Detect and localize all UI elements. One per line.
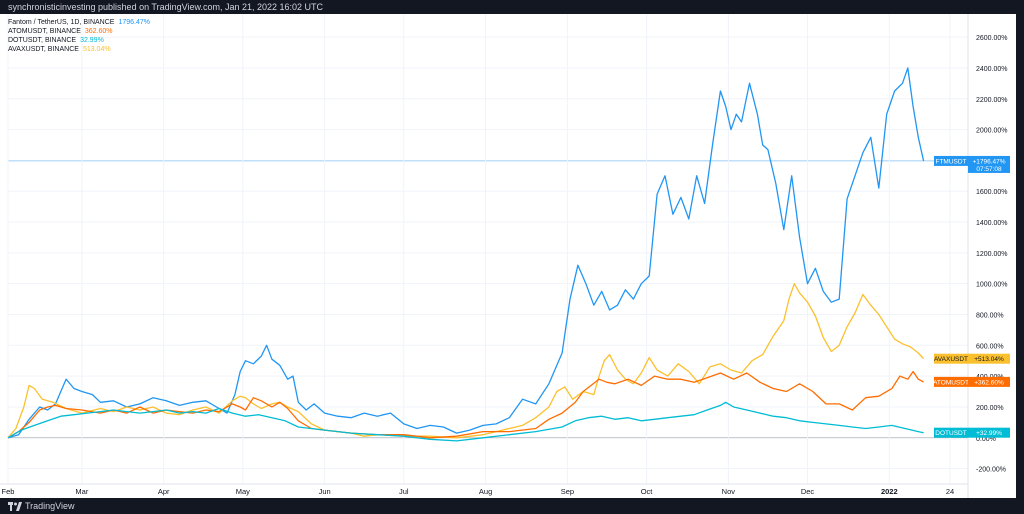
badge-symbol: ATOMUSDT	[933, 379, 969, 386]
x-tick-label: Dec	[801, 487, 815, 496]
price-badges: FTMUSDT +1796.47%07:57:08 AVAXUSDT +513.04%…	[933, 155, 1010, 438]
series-group	[7, 67, 925, 442]
legend-entry: DOTUSDT, BINANCE 32.99%	[8, 37, 104, 44]
x-tick-label: May	[236, 487, 250, 496]
legend: Fantom / TetherUS, 1D, BINANCE 1796.47% AT…	[8, 19, 150, 53]
badge-value: +32.99%	[976, 430, 1002, 437]
x-tick-label: Feb	[2, 487, 15, 496]
y-tick-label: 2000.00%	[976, 128, 1008, 135]
price-badge-atomusdt: ATOMUSDT +362.60%	[933, 376, 1010, 387]
badge-value: +362.60%	[974, 379, 1004, 386]
price-badge-dotusdt: DOTUSDT +32.99%	[934, 427, 1010, 438]
legend-entry: ATOMUSDT, BINANCE 362.60%	[8, 28, 113, 35]
badge-value-box	[968, 353, 1010, 364]
badge-value: +1796.47%	[972, 158, 1005, 165]
badge-countdown: 07:57:08	[976, 166, 1002, 173]
badge-value-box	[968, 376, 1010, 387]
legend-label: AVAXUSDT, BINANCE	[8, 46, 79, 53]
x-tick-label: 24	[946, 487, 954, 496]
badge-symbol: FTMUSDT	[935, 158, 966, 165]
tradingview-logo[interactable]: TradingView	[8, 501, 75, 511]
publisher-bar: synchronisticinvesting published on Trad…	[0, 0, 1024, 14]
x-tick-label: Jul	[399, 487, 409, 496]
legend-entry: AVAXUSDT, BINANCE 513.04%	[8, 46, 111, 53]
y-tick-label: 200.00%	[976, 405, 1004, 412]
x-tick-label: Oct	[641, 487, 654, 496]
series-line-ftmusdt[interactable]	[7, 67, 925, 439]
series-line-avaxusdt[interactable]	[7, 283, 925, 439]
badge-symbol: DOTUSDT	[935, 430, 966, 437]
y-tick-label: 2600.00%	[976, 35, 1008, 42]
badge-value-box	[968, 427, 1010, 438]
y-tick-label: 1200.00%	[976, 251, 1008, 258]
legend-entry: Fantom / TetherUS, 1D, BINANCE 1796.47%	[8, 19, 150, 26]
legend-label: DOTUSDT, BINANCE	[8, 37, 76, 44]
legend-value: 362.60%	[85, 28, 113, 35]
footer: TradingView	[0, 498, 1024, 514]
price-badge-avaxusdt: AVAXUSDT +513.04%	[934, 353, 1010, 364]
y-tick-label: 0.00%	[976, 436, 996, 443]
legend-label: Fantom / TetherUS, 1D, BINANCE	[8, 19, 115, 26]
x-tick-label: Mar	[75, 487, 88, 496]
badge-symbol-box	[934, 155, 968, 166]
x-tick-label: 2022	[881, 487, 898, 496]
y-tick-label: 1000.00%	[976, 282, 1008, 289]
y-tick-label: 2400.00%	[976, 66, 1008, 73]
tradingview-icon	[8, 501, 22, 511]
badge-symbol-box	[934, 427, 968, 438]
badge-value-box	[968, 155, 1010, 173]
badge-value: +513.04%	[974, 356, 1004, 363]
series-line-atomusdt[interactable]	[7, 370, 924, 439]
grid	[7, 14, 968, 484]
series-line-dotusdt[interactable]	[7, 401, 924, 442]
badge-symbol-box	[934, 353, 968, 364]
price-badge-ftmusdt: FTMUSDT +1796.47%07:57:08	[934, 155, 1010, 173]
footer-brand: TradingView	[25, 501, 75, 511]
legend-label: ATOMUSDT, BINANCE	[8, 28, 81, 35]
badge-symbol: AVAXUSDT	[934, 356, 968, 363]
x-tick-label: Nov	[722, 487, 736, 496]
x-tick-label: Aug	[479, 487, 492, 496]
y-tick-label: 2200.00%	[976, 97, 1008, 104]
badge-symbol-box	[934, 376, 968, 387]
line-chart[interactable]: -200.00%0.00%200.00%400.00%600.00%800.00…	[0, 14, 1016, 498]
y-tick-label: -200.00%	[976, 467, 1006, 474]
y-tick-label: 800.00%	[976, 312, 1004, 319]
chart-frame: -200.00%0.00%200.00%400.00%600.00%800.00…	[0, 14, 1016, 498]
y-tick-label: 600.00%	[976, 343, 1004, 350]
x-tick-label: Apr	[158, 487, 170, 496]
legend-value: 513.04%	[83, 46, 111, 53]
x-tick-label: Jun	[319, 487, 331, 496]
axes: -200.00%0.00%200.00%400.00%600.00%800.00…	[0, 14, 1008, 498]
y-tick-label: 1600.00%	[976, 189, 1008, 196]
y-tick-label: 1400.00%	[976, 220, 1008, 227]
x-tick-label: Sep	[561, 487, 574, 496]
publisher-text: synchronisticinvesting published on Trad…	[8, 2, 324, 12]
legend-value: 32.99%	[80, 37, 104, 44]
legend-value: 1796.47%	[118, 19, 150, 26]
